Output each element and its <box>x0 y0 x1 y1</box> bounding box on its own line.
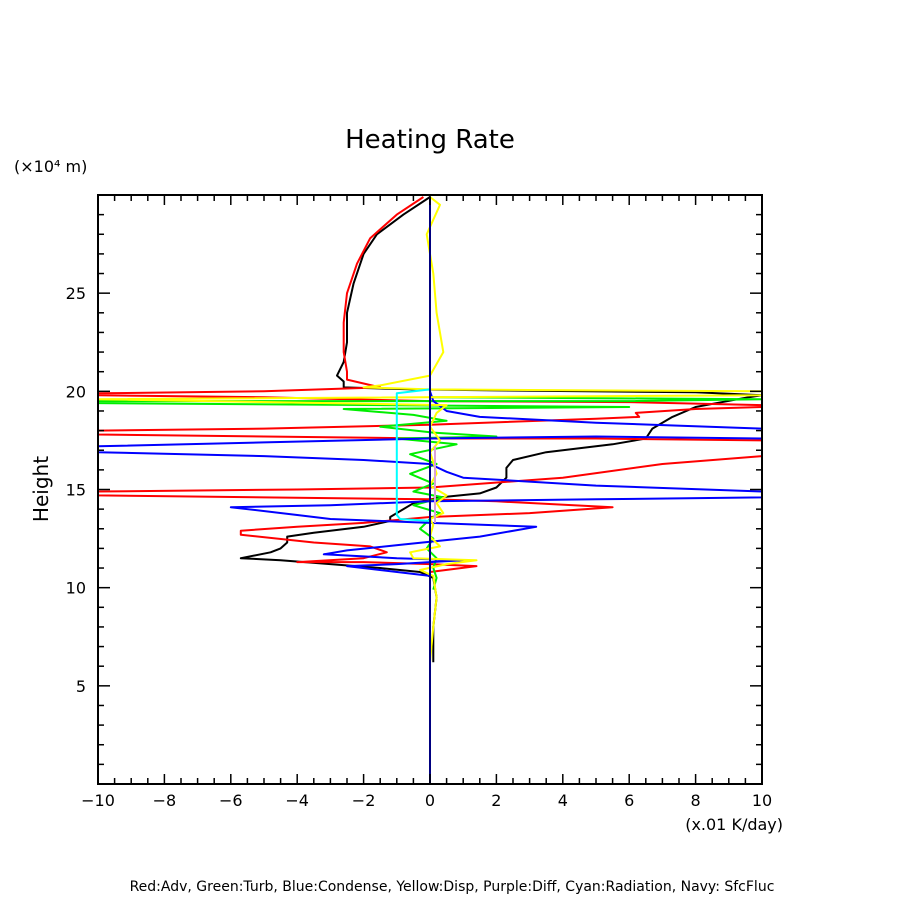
series-turb-line <box>98 396 762 590</box>
series-total-line <box>239 196 762 663</box>
y-tick-label: 10 <box>66 579 86 598</box>
x-tick-label: 10 <box>752 791 772 810</box>
y-tick-label: 20 <box>66 382 86 401</box>
tick-layer: −10 −8 −6 −4 −2 0 2 4 6 8 10 5 10 15 20 25 <box>66 195 772 810</box>
x-tick-label: −10 <box>81 791 115 810</box>
legend-text: Red:Adv, Green:Turb, Blue:Condense, Yell… <box>130 879 775 895</box>
x-tick-label: −8 <box>153 791 177 810</box>
y-tick-label: 25 <box>66 284 86 303</box>
series-condense-line <box>98 390 762 590</box>
x-tick-label: 6 <box>624 791 634 810</box>
x-tick-label: −6 <box>219 791 243 810</box>
x-tick-label: −4 <box>285 791 309 810</box>
y-axis-title: Height <box>29 456 53 522</box>
x-tick-label: 8 <box>691 791 701 810</box>
x-tick-label: 0 <box>425 791 435 810</box>
x-tick-label: −2 <box>352 791 376 810</box>
series-layer <box>98 196 762 784</box>
y-unit-label: (×10⁴ m) <box>14 157 87 176</box>
y-tick-label: 5 <box>76 677 86 696</box>
chart-title: Heating Rate <box>345 125 515 155</box>
x-tick-label: 4 <box>558 791 568 810</box>
x-tick-label: 2 <box>491 791 501 810</box>
y-tick-label: 15 <box>66 481 86 500</box>
x-unit-label: (x.01 K/day) <box>685 815 783 834</box>
